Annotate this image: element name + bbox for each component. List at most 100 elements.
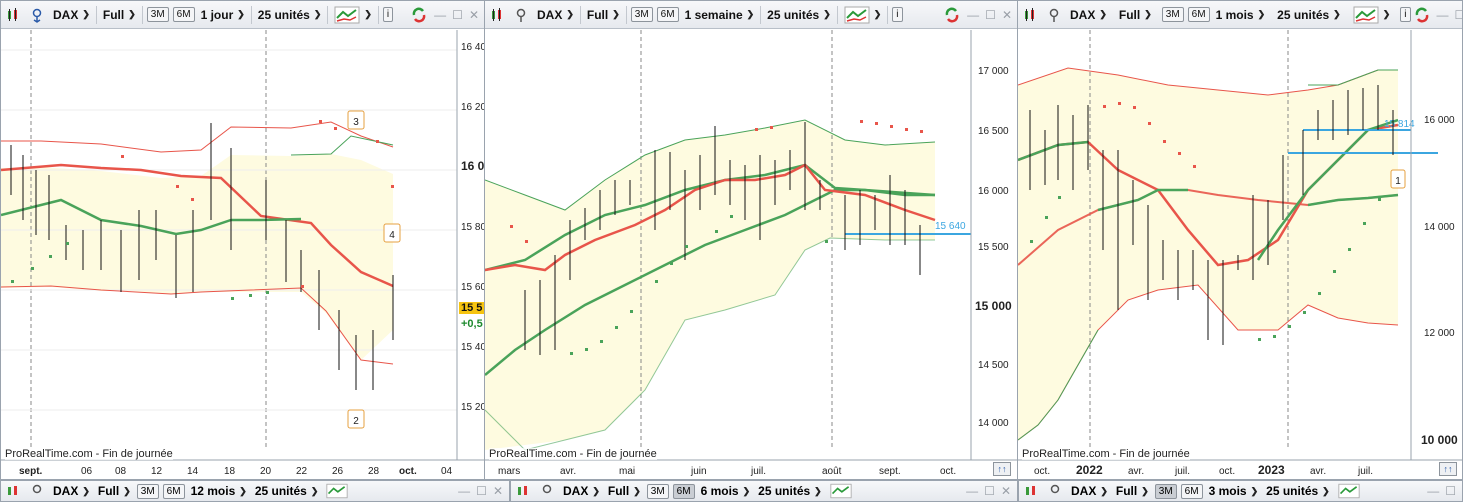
- candle-type-icon[interactable]: [1019, 481, 1043, 501]
- units-select[interactable]: 25 unités ❯: [1277, 7, 1341, 22]
- price-chart[interactable]: 3 4 2 16 40 16 20 16 0 15 80 15 60 15 40…: [1, 30, 485, 479]
- candle-type-icon[interactable]: [1, 481, 25, 501]
- info-icon[interactable]: i: [382, 7, 394, 22]
- indicator-icon[interactable]: [1334, 481, 1364, 501]
- button-3m[interactable]: 3M: [146, 7, 169, 22]
- marker-3[interactable]: [347, 110, 365, 130]
- maximize-icon[interactable]: ☐: [476, 484, 487, 498]
- close-icon[interactable]: ✕: [492, 484, 503, 498]
- candle-type-icon[interactable]: [1, 4, 25, 26]
- button-3m[interactable]: 3M: [1154, 483, 1177, 499]
- minimize-icon[interactable]: —: [1436, 7, 1449, 22]
- link-icon[interactable]: [25, 481, 49, 501]
- units-select[interactable]: 25 unités ❯: [758, 484, 822, 498]
- x-tick: juin: [690, 466, 707, 477]
- minimize-icon[interactable]: —: [458, 484, 471, 498]
- maximize-icon[interactable]: ☐: [985, 7, 996, 22]
- minimize-icon[interactable]: —: [967, 7, 980, 22]
- y-tick: 12 000: [1424, 328, 1455, 339]
- indicator-icon[interactable]: ❯: [330, 4, 376, 26]
- close-icon[interactable]: ✕: [468, 7, 479, 22]
- indicator-icon[interactable]: ❯: [1349, 4, 1395, 26]
- mode-select[interactable]: Full ❯: [586, 7, 620, 22]
- maximize-icon[interactable]: ☐: [1455, 8, 1463, 22]
- chart-toolbar-3m: DAX ❯ Full ❯ 3M 6M 3 mois ❯ 25 unités ❯ — ☐: [1018, 480, 1463, 502]
- brand-label: ProRealTime.com - Fin de journée: [5, 448, 173, 460]
- symbol-select[interactable]: DAX ❯: [53, 7, 90, 22]
- symbol-select[interactable]: DAX ❯: [1070, 7, 1107, 22]
- x-tick: 06: [81, 466, 93, 477]
- period-select[interactable]: 12 mois ❯: [190, 484, 247, 498]
- chart-toolbar-6m: DAX ❯ Full ❯ 3M 6M 6 mois ❯ 25 unités ❯ — ☐ ✕: [510, 480, 1018, 502]
- x-tick: août: [822, 466, 842, 477]
- x-tick: 2022: [1076, 463, 1103, 477]
- chart-toolbar: DAX ❯ Full ❯ 3M 6M 1 mois ❯ 25 unités ❯ ❯ i …: [1018, 1, 1462, 29]
- price-chart[interactable]: 15 814: [1018, 30, 1462, 479]
- chart-canvas: 3 4 2 16 40 16 20 16 0 15 80 15 60 15 40…: [1, 30, 485, 477]
- period-select[interactable]: 1 semaine ❯: [684, 7, 755, 22]
- button-3m[interactable]: 3M: [136, 483, 159, 499]
- symbol-select[interactable]: DAX ❯: [1071, 484, 1108, 498]
- candle-type-icon[interactable]: [485, 4, 509, 26]
- chart-window-monthly: DAX ❯ Full ❯ 3M 6M 1 mois ❯ 25 unités ❯ ❯ i …: [1017, 0, 1463, 480]
- minimize-icon[interactable]: —: [966, 484, 979, 498]
- units-select[interactable]: 25 unités ❯: [767, 7, 831, 22]
- price-chart[interactable]: 15 640: [485, 30, 1018, 479]
- indicator-icon[interactable]: [826, 481, 856, 501]
- period-select[interactable]: 3 mois ❯: [1208, 484, 1259, 498]
- mode-select[interactable]: Full ❯: [607, 484, 641, 498]
- info-icon[interactable]: i: [892, 7, 903, 22]
- info-icon[interactable]: i: [1400, 7, 1411, 22]
- button-6m[interactable]: 6M: [1187, 7, 1210, 22]
- link-icon[interactable]: [1042, 4, 1066, 26]
- button-3m[interactable]: 3M: [630, 7, 653, 22]
- minimize-icon[interactable]: —: [434, 7, 447, 22]
- marker-4[interactable]: [383, 223, 401, 243]
- refresh-icon[interactable]: [943, 6, 961, 24]
- button-3m[interactable]: 3M: [646, 483, 669, 499]
- minimize-icon[interactable]: —: [1427, 484, 1440, 498]
- button-6m[interactable]: 6M: [172, 7, 195, 22]
- maximize-icon[interactable]: ☐: [452, 7, 463, 22]
- maximize-icon[interactable]: ☐: [984, 484, 995, 498]
- period-select[interactable]: 6 mois ❯: [700, 484, 751, 498]
- button-3m[interactable]: 3M: [1161, 7, 1184, 22]
- candle-type-icon[interactable]: [511, 481, 535, 501]
- mode-select[interactable]: Full ❯: [1118, 7, 1152, 22]
- period-select[interactable]: 1 mois ❯: [1215, 7, 1266, 22]
- link-icon[interactable]: [1043, 481, 1067, 501]
- units-select[interactable]: 25 unités ❯: [257, 7, 322, 22]
- indicator-icon[interactable]: [322, 481, 352, 501]
- button-6m[interactable]: 6M: [162, 483, 185, 499]
- scroll-to-end-icon[interactable]: ↑↑: [1439, 462, 1457, 476]
- units-select[interactable]: 25 unités ❯: [1266, 484, 1330, 498]
- mode-select[interactable]: Full ❯: [102, 7, 136, 22]
- close-icon[interactable]: ✕: [1001, 7, 1012, 22]
- close-icon[interactable]: ✕: [1000, 484, 1011, 498]
- marker-1[interactable]: [1390, 169, 1406, 189]
- window-controls: — ☐ ✕: [458, 484, 509, 498]
- marker-2[interactable]: [347, 409, 365, 429]
- maximize-icon[interactable]: ☐: [1445, 484, 1456, 498]
- symbol-select[interactable]: DAX ❯: [563, 484, 600, 498]
- mode-select[interactable]: Full ❯: [97, 484, 131, 498]
- x-tick: 26: [332, 466, 344, 477]
- scroll-to-end-icon[interactable]: ↑↑: [993, 462, 1011, 476]
- mode-select[interactable]: Full ❯: [1115, 484, 1149, 498]
- link-icon[interactable]: [509, 4, 533, 26]
- link-icon[interactable]: [535, 481, 559, 501]
- candle-type-icon[interactable]: [1018, 4, 1042, 26]
- refresh-icon[interactable]: [410, 6, 428, 24]
- button-6m[interactable]: 6M: [672, 483, 695, 499]
- chart-window-daily: DAX ❯ Full ❯ 3M 6M 1 jour ❯ 25 unités ❯ ❯ i …: [0, 0, 486, 480]
- link-icon[interactable]: [25, 4, 49, 26]
- units-select[interactable]: 25 unités ❯: [254, 484, 319, 498]
- symbol-select[interactable]: DAX ❯: [537, 7, 574, 22]
- period-select[interactable]: 1 jour ❯: [200, 7, 245, 22]
- symbol-select[interactable]: DAX ❯: [53, 484, 90, 498]
- x-tick: avr.: [1128, 466, 1144, 477]
- indicator-icon[interactable]: ❯: [840, 4, 886, 26]
- button-6m[interactable]: 6M: [1180, 483, 1203, 499]
- refresh-icon[interactable]: [1413, 6, 1431, 24]
- button-6m[interactable]: 6M: [656, 7, 679, 22]
